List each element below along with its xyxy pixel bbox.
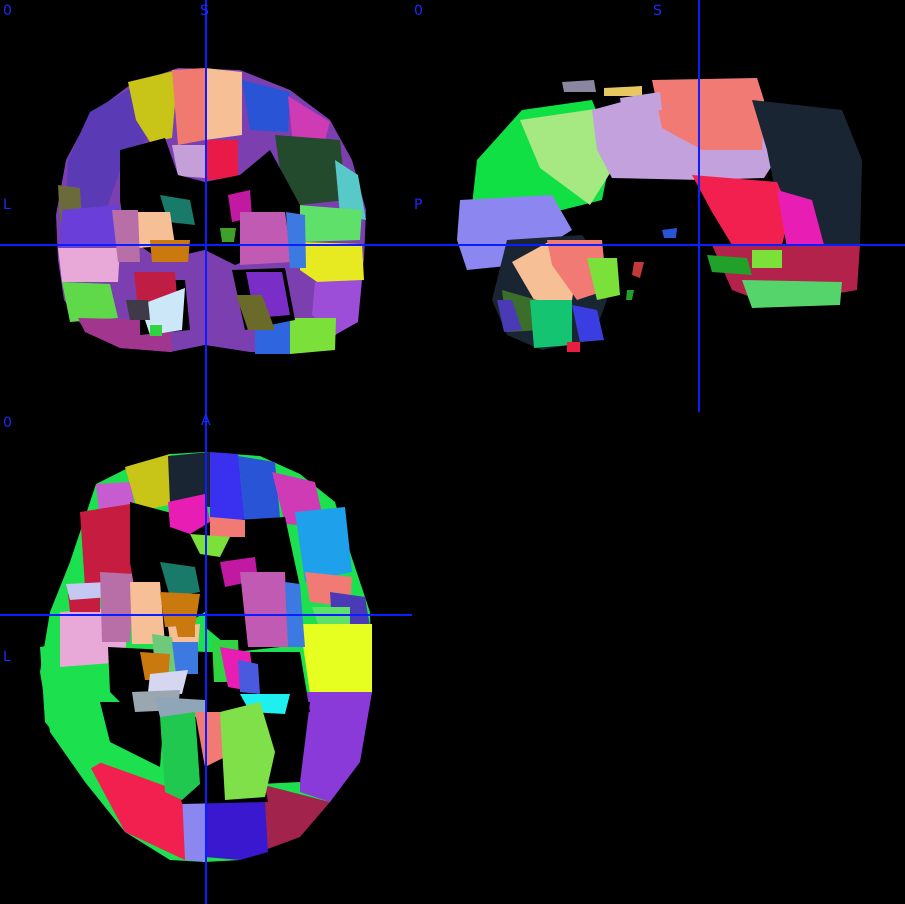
- axial-anterior-label: A: [201, 413, 211, 429]
- axial-left-label: L: [3, 649, 11, 665]
- sagittal-posterior-label: P: [414, 197, 423, 213]
- sagittal-corner-value: 0: [414, 3, 423, 19]
- axial-slice[interactable]: [0, 412, 412, 904]
- sagittal-slice[interactable]: [412, 0, 905, 412]
- coronal-slice[interactable]: [0, 0, 412, 412]
- coronal-crosshair[interactable]: [0, 0, 412, 412]
- coronal-superior-label: S: [200, 3, 209, 19]
- axial-deep-structures: [130, 494, 305, 800]
- sagittal-brain-regions: [457, 78, 862, 352]
- coronal-left-label: L: [3, 197, 11, 213]
- axial-crosshair[interactable]: [0, 412, 412, 904]
- axial-corner-value: 0: [3, 415, 12, 431]
- sagittal-crosshair[interactable]: [412, 0, 905, 412]
- coronal-brain-regions: [56, 68, 366, 354]
- coronal-corner-value: 0: [3, 3, 12, 19]
- sagittal-superior-label: S: [653, 3, 662, 19]
- coronal-deep-structures: [112, 190, 306, 336]
- axial-view[interactable]: 0 A L: [0, 412, 412, 904]
- sagittal-view[interactable]: 0 S P: [412, 0, 905, 412]
- coronal-view[interactable]: 0 S L: [0, 0, 412, 412]
